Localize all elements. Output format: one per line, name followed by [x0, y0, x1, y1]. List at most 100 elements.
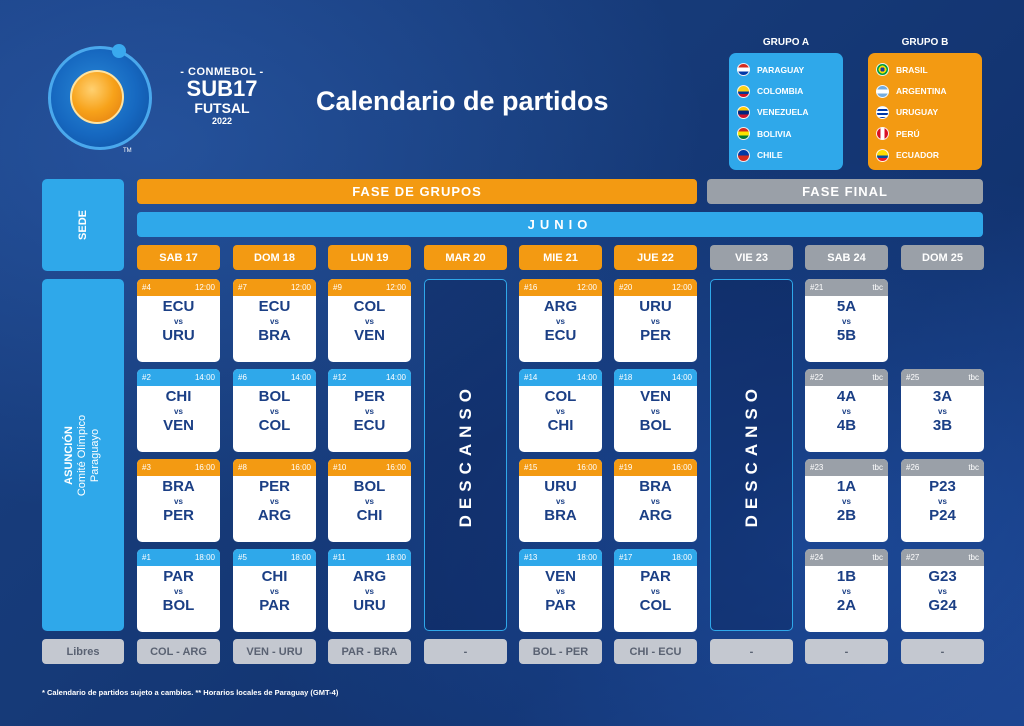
away-team: 4B	[836, 417, 857, 434]
match-header: #6 14:00	[233, 369, 316, 386]
day-header: MAR 20	[424, 245, 507, 270]
group-team-name: ECUADOR	[896, 150, 939, 161]
match-header: #16 12:00	[519, 279, 602, 296]
match-time: 14:00	[194, 373, 215, 382]
group-a-team: CHILE	[737, 145, 835, 166]
away-team: COL	[258, 417, 291, 434]
logo-trademark: TM	[123, 148, 132, 154]
match-time: 12:00	[385, 283, 406, 292]
libres-cell: COL - ARG	[137, 639, 220, 664]
group-a-team: COLOMBIA	[737, 80, 835, 101]
home-team: VEN	[545, 568, 576, 585]
match-card[interactable]: #25 tbc 3A vs 3B	[901, 369, 984, 452]
vs-label: vs	[556, 587, 565, 596]
vs-label: vs	[556, 497, 565, 506]
sede-city: ASUNCIÓN	[63, 425, 76, 485]
match-header: #18 14:00	[614, 369, 697, 386]
away-team: VEN	[163, 417, 194, 434]
home-team: URU	[544, 478, 577, 495]
match-header: #13 18:00	[519, 549, 602, 566]
match-card[interactable]: #15 16:00 URU vs BRA	[519, 459, 602, 542]
home-team: BOL	[258, 388, 291, 405]
home-team: 1B	[836, 568, 857, 585]
match-number: #8	[238, 463, 247, 472]
vs-label: vs	[842, 407, 851, 416]
match-number: #2	[142, 373, 151, 382]
match-card[interactable]: #24 tbc 1B vs 2A	[805, 549, 888, 632]
match-card[interactable]: #23 tbc 1A vs 2B	[805, 459, 888, 542]
group-team-name: CHILE	[757, 150, 783, 161]
match-card[interactable]: #12 14:00 PER vs ECU	[328, 369, 411, 452]
match-time: tbc	[872, 553, 883, 562]
match-card[interactable]: #3 16:00 BRA vs PER	[137, 459, 220, 542]
match-card[interactable]: #19 16:00 BRA vs ARG	[614, 459, 697, 542]
match-card[interactable]: #1 18:00 PAR vs BOL	[137, 549, 220, 632]
match-body: CHI vs PAR	[233, 566, 316, 615]
match-header: #5 18:00	[233, 549, 316, 566]
match-card[interactable]: #16 12:00 ARG vs ECU	[519, 279, 602, 362]
match-card[interactable]: #4 12:00 ECU vs URU	[137, 279, 220, 362]
match-time: 12:00	[194, 283, 215, 292]
match-header: #21 tbc	[805, 279, 888, 296]
away-team: BRA	[544, 507, 577, 524]
away-team: 2B	[836, 507, 857, 524]
group-b-team: URUGUAY	[876, 102, 974, 123]
match-card[interactable]: #27 tbc G23 vs G24	[901, 549, 984, 632]
libres-cell: BOL - PER	[519, 639, 602, 664]
match-header: #1 18:00	[137, 549, 220, 566]
home-team: P23	[929, 478, 956, 495]
match-number: #12	[333, 373, 347, 382]
logo-player-head	[112, 44, 126, 58]
match-body: G23 vs G24	[901, 566, 984, 615]
match-time: tbc	[968, 463, 979, 472]
vs-label: vs	[270, 497, 279, 506]
match-number: #20	[619, 283, 633, 292]
match-card[interactable]: #9 12:00 COL vs VEN	[328, 279, 411, 362]
vs-label: vs	[651, 407, 660, 416]
match-card[interactable]: #5 18:00 CHI vs PAR	[233, 549, 316, 632]
match-card[interactable]: #10 16:00 BOL vs CHI	[328, 459, 411, 542]
match-card[interactable]: #14 14:00 COL vs CHI	[519, 369, 602, 452]
match-body: 3A vs 3B	[901, 386, 984, 435]
match-number: #17	[619, 553, 633, 562]
match-time: 12:00	[671, 283, 692, 292]
match-body: 4A vs 4B	[805, 386, 888, 435]
match-body: VEN vs BOL	[614, 386, 697, 435]
match-card[interactable]: #13 18:00 VEN vs PAR	[519, 549, 602, 632]
home-team: 4A	[836, 388, 857, 405]
match-header: #10 16:00	[328, 459, 411, 476]
vs-label: vs	[174, 407, 183, 416]
day-header: DOM 25	[901, 245, 984, 270]
match-body: COL vs CHI	[519, 386, 602, 435]
match-number: #21	[810, 283, 824, 292]
match-header: #8 16:00	[233, 459, 316, 476]
match-header: #4 12:00	[137, 279, 220, 296]
group-a-team: PARAGUAY	[737, 59, 835, 80]
match-card[interactable]: #11 18:00 ARG vs URU	[328, 549, 411, 632]
match-header: #23 tbc	[805, 459, 888, 476]
away-team: P24	[929, 507, 956, 524]
match-number: #16	[524, 283, 538, 292]
match-card[interactable]: #7 12:00 ECU vs BRA	[233, 279, 316, 362]
match-number: #24	[810, 553, 824, 562]
logo-conmebol: - CONMEBOL -	[180, 66, 264, 78]
chile-flag-icon	[737, 148, 750, 162]
match-card[interactable]: #2 14:00 CHI vs VEN	[137, 369, 220, 452]
away-team: ARG	[638, 507, 673, 524]
match-body: PER vs ARG	[233, 476, 316, 525]
argentina-flag-icon	[876, 84, 889, 98]
match-card[interactable]: #8 16:00 PER vs ARG	[233, 459, 316, 542]
match-card[interactable]: #22 tbc 4A vs 4B	[805, 369, 888, 452]
match-card[interactable]: #17 18:00 PAR vs COL	[614, 549, 697, 632]
colombia-flag-icon	[737, 84, 750, 98]
group-team-name: URUGUAY	[896, 107, 939, 118]
match-header: #3 16:00	[137, 459, 220, 476]
match-header: #19 16:00	[614, 459, 697, 476]
match-card[interactable]: #6 14:00 BOL vs COL	[233, 369, 316, 452]
match-card[interactable]: #26 tbc P23 vs P24	[901, 459, 984, 542]
match-card[interactable]: #21 tbc 5A vs 5B	[805, 279, 888, 362]
group-b-team: PERÚ	[876, 123, 974, 144]
match-card[interactable]: #20 12:00 URU vs PER	[614, 279, 697, 362]
match-card[interactable]: #18 14:00 VEN vs BOL	[614, 369, 697, 452]
match-body: ECU vs URU	[137, 296, 220, 345]
